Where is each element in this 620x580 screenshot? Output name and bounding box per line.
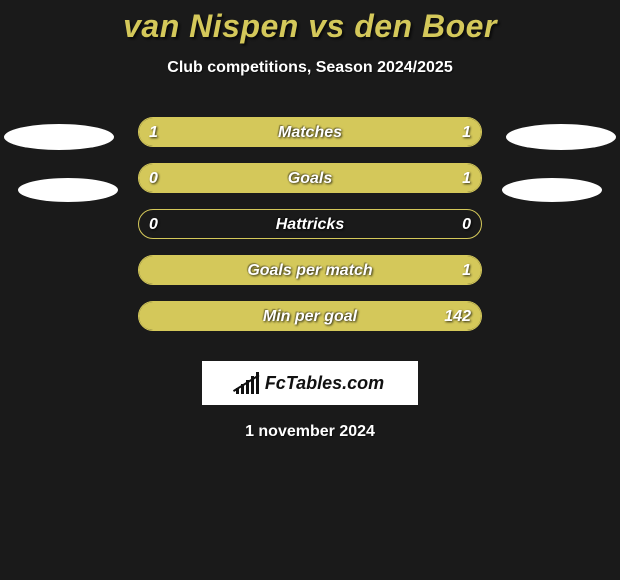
- stat-label: Goals per match: [139, 256, 481, 285]
- stat-value-left: 0: [149, 210, 158, 239]
- page-title: van Nispen vs den Boer: [0, 0, 620, 45]
- stat-value-right: 0: [462, 210, 471, 239]
- stat-row: Min per goal142: [0, 301, 620, 347]
- stat-label: Min per goal: [139, 302, 481, 331]
- logo-chart-icon: [236, 372, 259, 394]
- stat-row: Hattricks0 0: [0, 209, 620, 255]
- stat-value-right: 142: [444, 302, 471, 331]
- stat-value-right: 1: [462, 118, 471, 147]
- stat-value-left: 1: [149, 118, 158, 147]
- stat-value-right: 1: [462, 164, 471, 193]
- fctables-logo: FcTables.com: [202, 361, 418, 405]
- stat-bar-track: Min per goal142: [138, 301, 482, 331]
- page-subtitle: Club competitions, Season 2024/2025: [0, 59, 620, 77]
- stat-label: Matches: [139, 118, 481, 147]
- logo-text: FcTables.com: [265, 373, 384, 394]
- stat-row: Goals0 1: [0, 163, 620, 209]
- stat-label: Hattricks: [139, 210, 481, 239]
- stats-container: Matches11Goals01Hattricks00Goals per mat…: [0, 117, 620, 347]
- stat-bar-track: Goals per match1: [138, 255, 482, 285]
- stat-label: Goals: [139, 164, 481, 193]
- stat-row: Matches1 1: [0, 117, 620, 163]
- as-of-date: 1 november 2024: [0, 423, 620, 441]
- stat-value-right: 1: [462, 256, 471, 285]
- stat-value-left: 0: [149, 164, 158, 193]
- stat-bar-track: Goals0 1: [138, 163, 482, 193]
- stat-bar-track: Matches1 1: [138, 117, 482, 147]
- stat-bar-track: Hattricks0 0: [138, 209, 482, 239]
- stat-row: Goals per match1: [0, 255, 620, 301]
